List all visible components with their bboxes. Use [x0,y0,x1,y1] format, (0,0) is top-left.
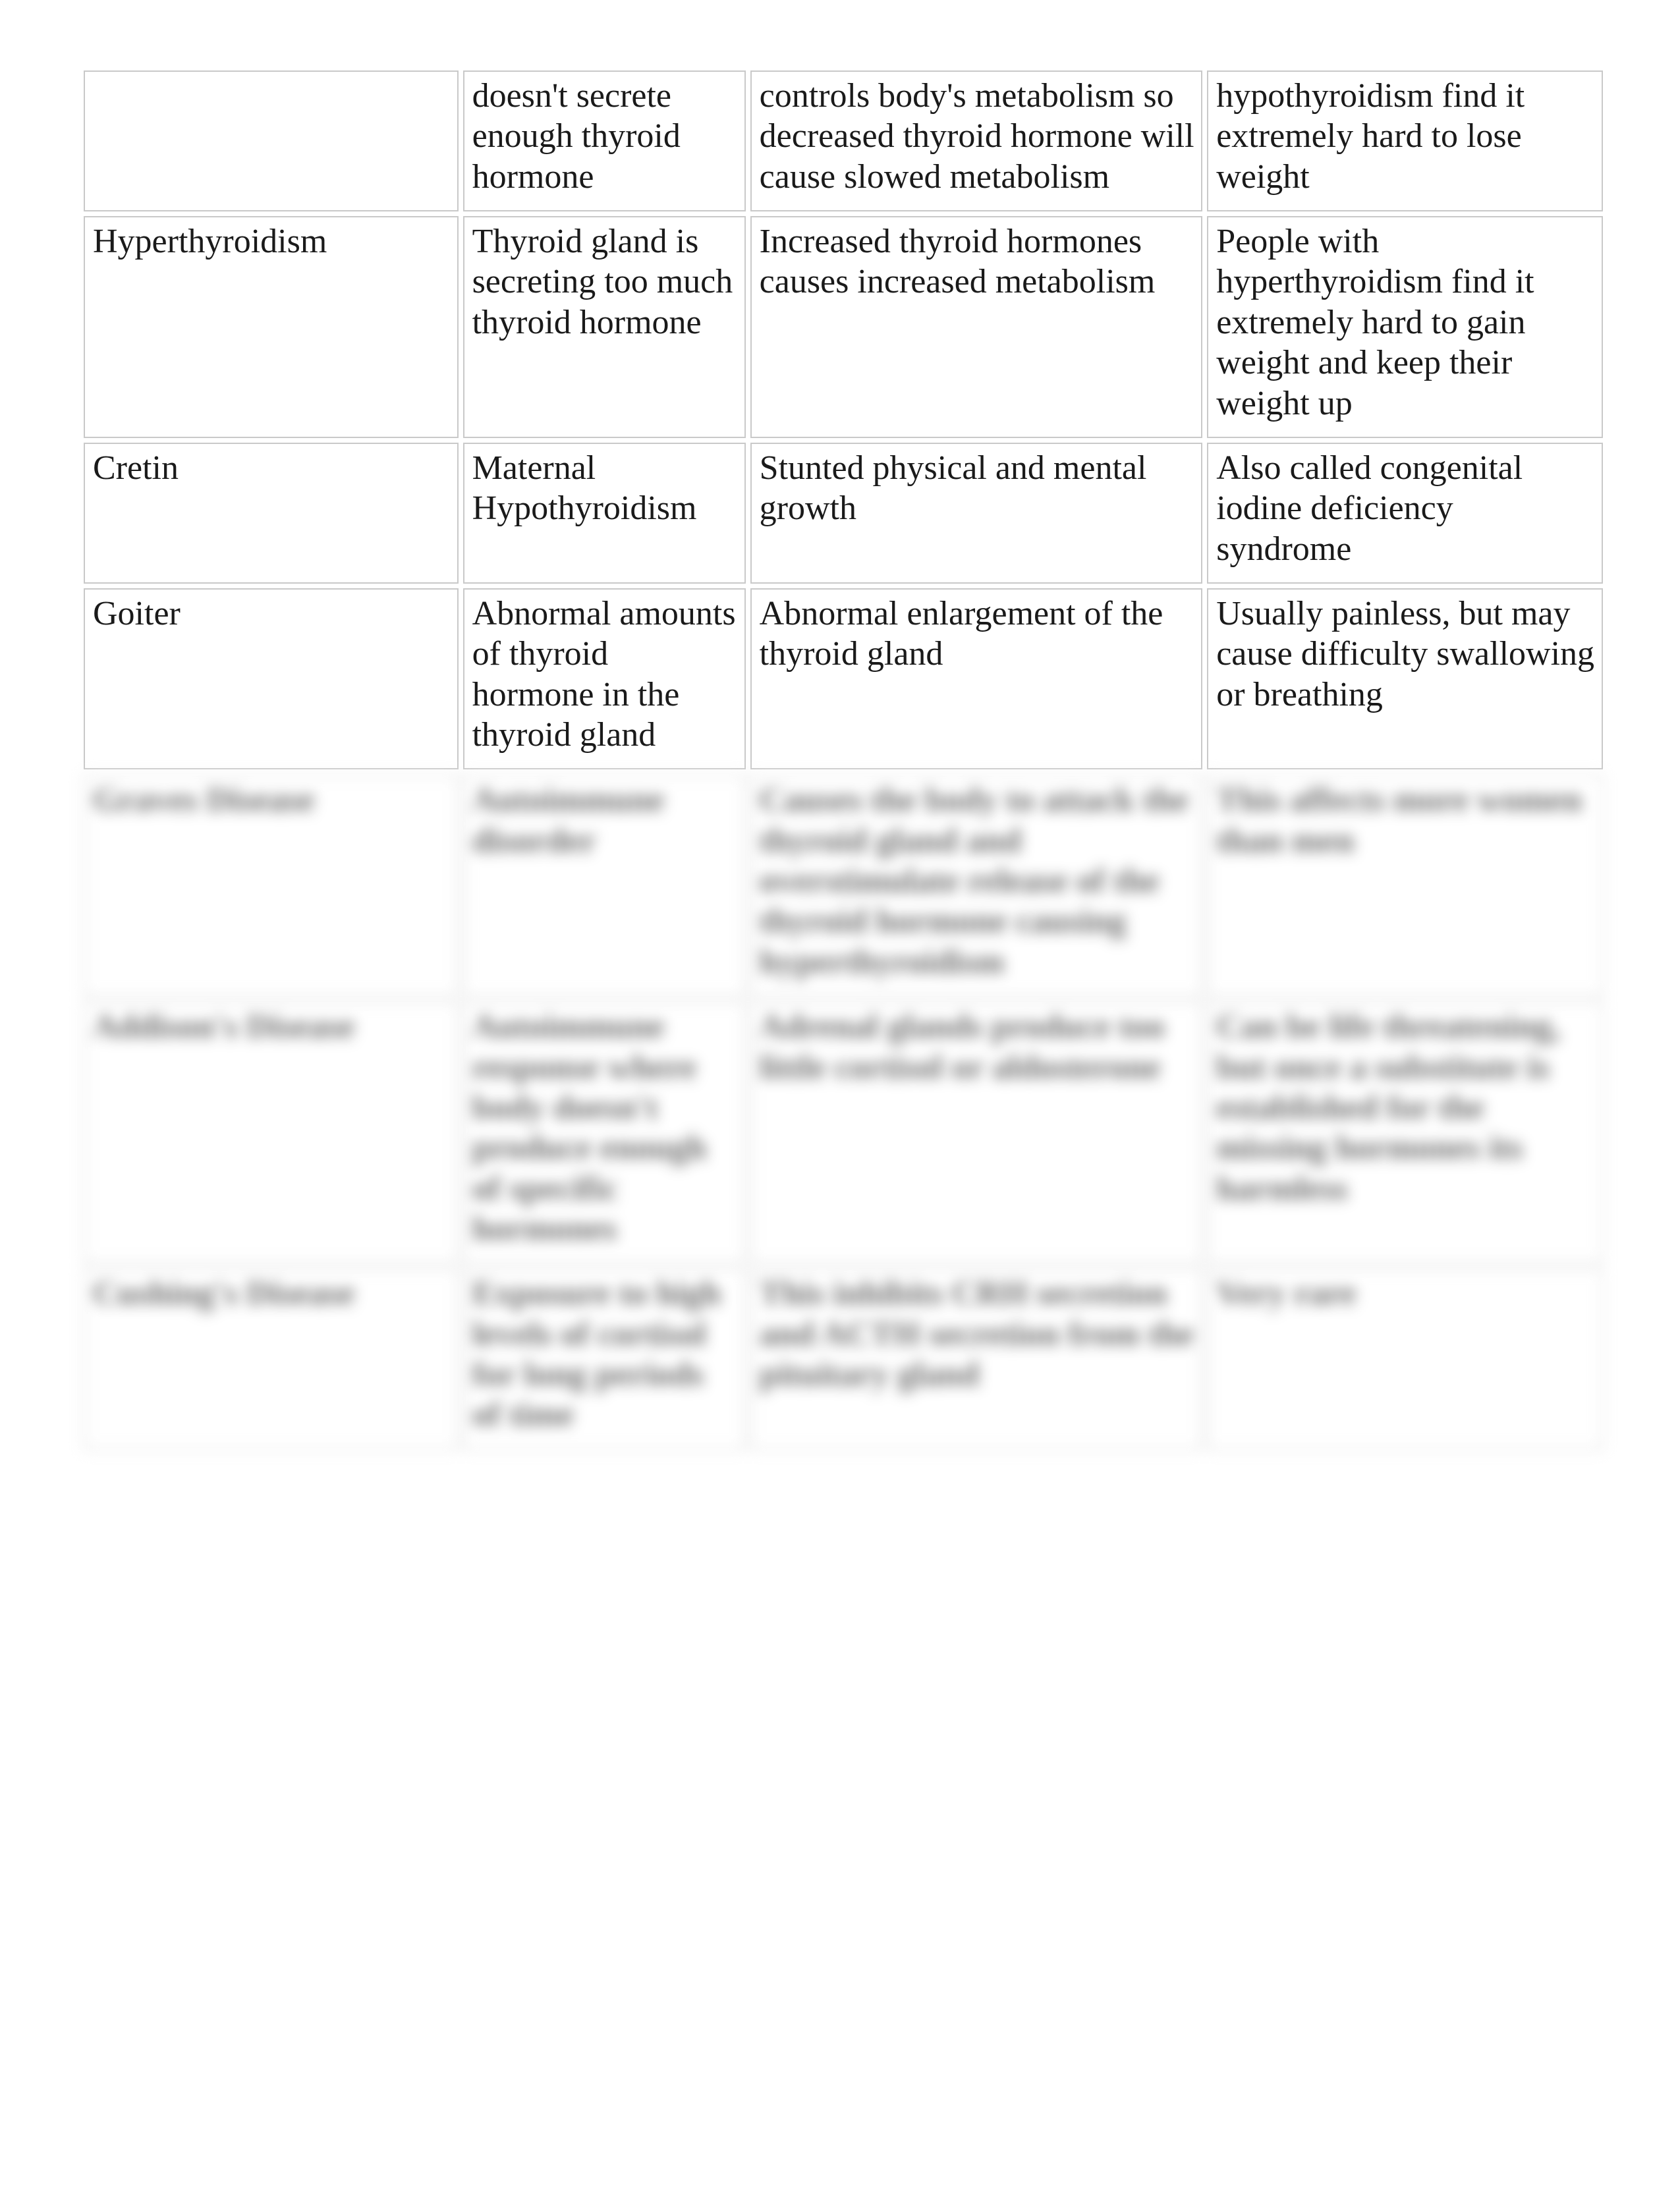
cell-effect: This inhibits CRH secretion and ACTH sec… [750,1268,1203,1449]
medical-table-visible: doesn't secrete enough thyroid hormone c… [79,66,1608,774]
table-row: Cushing's Disease Exposure to high level… [84,1268,1603,1449]
cell-note: Usually painless, but may cause difficul… [1207,588,1603,769]
cell-note: Can be life threatening, but once a subs… [1207,1001,1603,1263]
cell-condition: Addison's Disease [84,1001,459,1263]
cell-condition: Graves Disease [84,775,459,997]
cell-condition [84,70,459,211]
cell-condition: Cushing's Disease [84,1268,459,1449]
cell-condition: Cretin [84,443,459,584]
cell-cause: doesn't secrete enough thyroid hormone [463,70,746,211]
cell-note: People with hyperthyroidism find it extr… [1207,216,1603,438]
cell-effect: Adrenal glands produce too little cortis… [750,1001,1203,1263]
cell-note: hypothyroidism find it extremely hard to… [1207,70,1603,211]
table-row: Addison's Disease Autoimmune response wh… [84,1001,1603,1263]
cell-effect: controls body's metabolism so decreased … [750,70,1203,211]
cell-effect: Increased thyroid hormones causes increa… [750,216,1203,438]
bottom-fade-overlay [0,1910,1680,2187]
medical-table-blurred: Graves Disease Autoimmune disorder Cause… [79,770,1608,1454]
table-row: doesn't secrete enough thyroid hormone c… [84,70,1603,211]
cell-cause: Thyroid gland is secreting too much thyr… [463,216,746,438]
cell-cause: Abnormal amounts of thyroid hormone in t… [463,588,746,769]
cell-effect: Stunted physical and mental growth [750,443,1203,584]
table-row: Hyperthyroidism Thyroid gland is secreti… [84,216,1603,438]
table-row: Graves Disease Autoimmune disorder Cause… [84,775,1603,997]
cell-cause: Autoimmune disorder [463,775,746,997]
table-row: Cretin Maternal Hypothyroidism Stunted p… [84,443,1603,584]
cell-condition: Hyperthyroidism [84,216,459,438]
table-row: Goiter Abnormal amounts of thyroid hormo… [84,588,1603,769]
cell-note: Very rare [1207,1268,1603,1449]
cell-effect: Abnormal enlargement of the thyroid glan… [750,588,1203,769]
cell-cause: Autoimmune response where body doesn't p… [463,1001,746,1263]
blurred-preview-region: Graves Disease Autoimmune disorder Cause… [79,770,1614,1454]
cell-note: This affects more women than men [1207,775,1603,997]
cell-cause: Maternal Hypothyroidism [463,443,746,584]
cell-condition: Goiter [84,588,459,769]
cell-effect: Causes the body to attack the thyroid gl… [750,775,1203,997]
cell-note: Also called congenital iodine deficiency… [1207,443,1603,584]
document-page: doesn't secrete enough thyroid hormone c… [0,0,1680,2174]
cell-cause: Exposure to high levels of cortisol for … [463,1268,746,1449]
